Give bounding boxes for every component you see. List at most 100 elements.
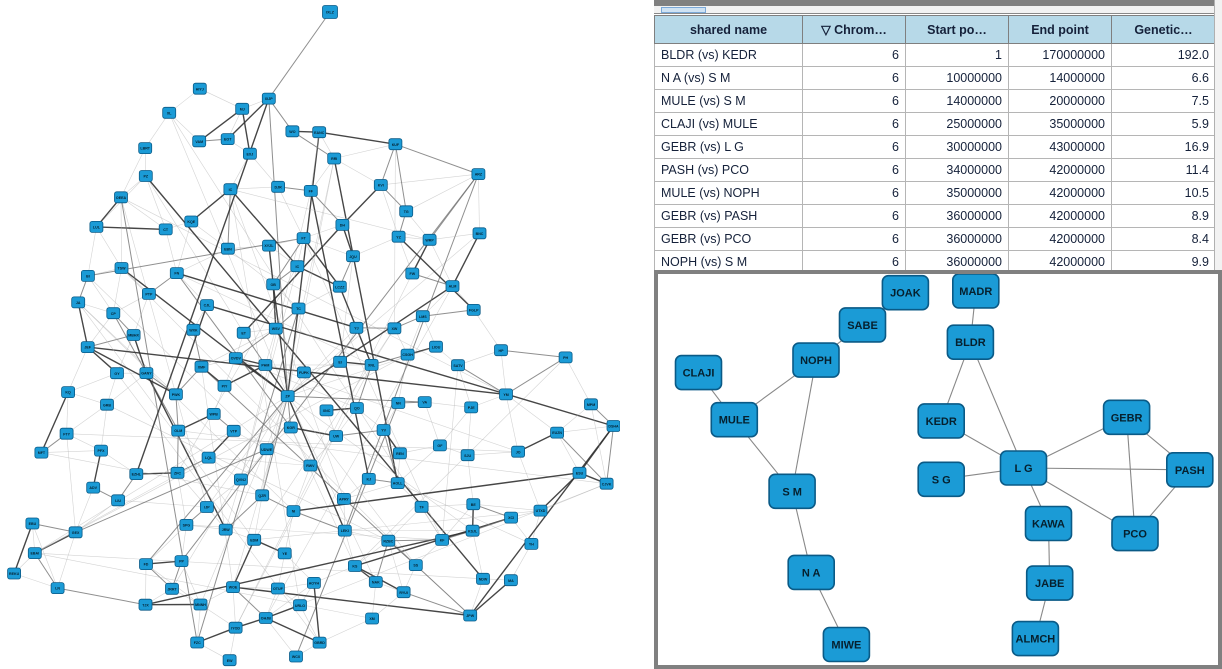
svg-text:SS: SS bbox=[413, 564, 418, 568]
svg-text:VA: VA bbox=[422, 401, 427, 405]
svg-text:JPW: JPW bbox=[466, 614, 474, 618]
svg-text:OEEA: OEEA bbox=[116, 196, 127, 200]
svg-text:ESU: ESU bbox=[576, 471, 584, 475]
svg-text:FW: FW bbox=[410, 272, 416, 276]
svg-text:XCI: XCI bbox=[508, 516, 514, 520]
svg-text:UDWE: UDWE bbox=[261, 448, 273, 452]
svg-text:KQE: KQE bbox=[187, 220, 195, 224]
svg-text:JOAK: JOAK bbox=[890, 288, 921, 300]
svg-text:KF: KF bbox=[440, 539, 446, 543]
svg-text:DSHA: DSHA bbox=[608, 425, 619, 429]
svg-text:GEBR: GEBR bbox=[1111, 412, 1143, 424]
svg-text:EBN: EBN bbox=[224, 247, 232, 251]
svg-text:JO: JO bbox=[516, 450, 521, 454]
svg-text:ADV: ADV bbox=[89, 486, 97, 490]
svg-text:IC: IC bbox=[296, 265, 300, 269]
svg-text:CJVK: CJVK bbox=[602, 482, 612, 486]
svg-text:HIYJ: HIYJ bbox=[196, 87, 204, 91]
svg-text:IXJP: IXJP bbox=[265, 97, 273, 101]
svg-text:KSJL: KSJL bbox=[468, 529, 478, 533]
svg-text:MPM: MPM bbox=[587, 403, 595, 407]
svg-text:QZR: QZR bbox=[258, 494, 266, 498]
svg-text:FZC: FZC bbox=[194, 641, 201, 645]
svg-text:ARZ: ARZ bbox=[475, 173, 483, 177]
svg-text:CLAJI: CLAJI bbox=[683, 368, 715, 380]
svg-text:OTUF: OTUF bbox=[273, 587, 284, 591]
svg-text:OHJB: OHJB bbox=[261, 617, 271, 621]
svg-text:AOYH: AOYH bbox=[309, 582, 320, 586]
svg-text:GEX: GEX bbox=[72, 531, 80, 535]
svg-text:MJ: MJ bbox=[240, 107, 245, 111]
svg-text:TSW: TSW bbox=[118, 267, 127, 271]
svg-text:QVNJ: QVNJ bbox=[236, 478, 246, 482]
svg-text:KJ: KJ bbox=[366, 478, 371, 482]
svg-text:RYUI: RYUI bbox=[399, 591, 407, 595]
svg-text:URLO: URLO bbox=[295, 604, 305, 608]
svg-text:PZ: PZ bbox=[144, 175, 149, 179]
svg-text:BLDR: BLDR bbox=[955, 337, 986, 349]
svg-text:S M: S M bbox=[782, 486, 802, 498]
svg-text:EI: EI bbox=[338, 360, 341, 364]
svg-text:KGR: KGR bbox=[287, 426, 295, 430]
svg-text:FTY: FTY bbox=[63, 432, 70, 436]
svg-text:NN: NN bbox=[396, 402, 402, 406]
svg-text:PCO: PCO bbox=[1123, 529, 1147, 541]
svg-text:PTP: PTP bbox=[145, 293, 153, 297]
svg-text:WOE: WOE bbox=[229, 586, 238, 590]
svg-text:EANC: EANC bbox=[314, 131, 325, 135]
svg-text:IC: IC bbox=[229, 188, 233, 192]
svg-text:EBAI: EBAI bbox=[31, 552, 40, 556]
svg-text:XMF: XMF bbox=[198, 365, 206, 369]
svg-text:NDW: NDW bbox=[479, 577, 488, 581]
svg-text:YM: YM bbox=[503, 393, 508, 397]
svg-text:FD: FD bbox=[144, 563, 149, 567]
svg-text:AOLL: AOLL bbox=[393, 482, 404, 486]
svg-text:RWV: RWV bbox=[306, 464, 315, 468]
svg-text:MNNH: MNNH bbox=[195, 603, 206, 607]
svg-text:YH: YH bbox=[529, 543, 534, 547]
svg-text:OVDV: OVDV bbox=[231, 357, 242, 361]
svg-text:BE: BE bbox=[471, 503, 477, 507]
svg-text:PHM: PHM bbox=[261, 364, 269, 368]
svg-text:EUZN: EUZN bbox=[552, 431, 562, 435]
svg-text:PIY: PIY bbox=[222, 384, 228, 388]
svg-text:L G: L G bbox=[1014, 463, 1032, 475]
svg-text:PP: PP bbox=[179, 560, 184, 564]
svg-text:KAWA: KAWA bbox=[1032, 519, 1065, 531]
svg-text:LQL: LQL bbox=[205, 456, 213, 460]
svg-text:TC: TC bbox=[296, 307, 301, 311]
svg-text:LEKI: LEKI bbox=[341, 529, 349, 533]
svg-text:NOPH: NOPH bbox=[800, 355, 832, 367]
svg-text:ZFC: ZFC bbox=[174, 471, 181, 475]
svg-text:VTP: VTP bbox=[230, 429, 238, 433]
svg-text:GRB: GRB bbox=[103, 403, 111, 407]
svg-text:MIWE: MIWE bbox=[831, 640, 861, 652]
svg-text:CJL: CJL bbox=[204, 304, 212, 308]
svg-text:XW: XW bbox=[392, 327, 398, 331]
svg-text:KUF: KUF bbox=[392, 143, 400, 147]
svg-text:PJE: PJE bbox=[468, 406, 475, 410]
svg-text:FGLP: FGLP bbox=[469, 309, 479, 313]
svg-text:TG: TG bbox=[404, 210, 409, 214]
svg-text:LCZZ: LCZZ bbox=[335, 285, 345, 289]
svg-text:IXLZ: IXLZ bbox=[326, 11, 335, 15]
svg-text:ALM: ALM bbox=[449, 285, 457, 289]
svg-text:SABE: SABE bbox=[847, 320, 878, 332]
svg-text:YZ: YZ bbox=[396, 235, 401, 239]
svg-text:KVI: KVI bbox=[378, 184, 384, 188]
svg-text:VAM: VAM bbox=[195, 140, 203, 144]
svg-text:EDM: EDM bbox=[250, 538, 258, 542]
svg-text:NAK: NAK bbox=[372, 581, 380, 585]
svg-text:YE: YE bbox=[282, 552, 287, 556]
svg-text:HP: HP bbox=[499, 349, 505, 353]
svg-text:BI: BI bbox=[86, 275, 90, 279]
svg-text:LIU: LIU bbox=[115, 499, 121, 503]
svg-text:SJU: SJU bbox=[464, 454, 471, 458]
svg-text:KQ: KQ bbox=[65, 391, 71, 395]
svg-text:APRY: APRY bbox=[339, 498, 349, 502]
svg-text:YV: YV bbox=[381, 429, 386, 433]
svg-text:JABE: JABE bbox=[1035, 578, 1064, 590]
svg-text:KS: KS bbox=[352, 565, 358, 569]
svg-text:MADR: MADR bbox=[959, 286, 992, 298]
svg-text:GY: GY bbox=[114, 372, 120, 376]
